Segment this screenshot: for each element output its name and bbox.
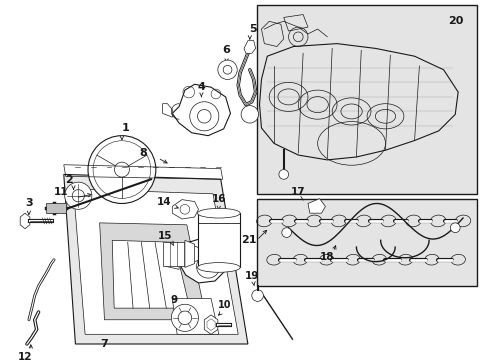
Circle shape [178, 311, 191, 325]
Text: 17: 17 [290, 187, 305, 197]
Text: 12: 12 [18, 352, 32, 360]
Circle shape [241, 105, 258, 123]
Circle shape [251, 290, 263, 301]
Polygon shape [46, 203, 65, 213]
Text: 8: 8 [139, 148, 147, 158]
Circle shape [171, 304, 198, 332]
Circle shape [223, 66, 231, 74]
Text: 16: 16 [211, 194, 225, 204]
Polygon shape [166, 254, 179, 269]
Polygon shape [244, 41, 255, 53]
Polygon shape [179, 238, 224, 283]
Circle shape [114, 162, 129, 177]
Ellipse shape [197, 208, 240, 218]
Polygon shape [163, 242, 184, 266]
Polygon shape [63, 175, 247, 344]
Text: 14: 14 [157, 197, 171, 207]
Circle shape [278, 170, 288, 179]
Polygon shape [100, 223, 206, 320]
Polygon shape [112, 240, 189, 308]
Polygon shape [184, 240, 194, 267]
Polygon shape [73, 189, 238, 334]
Polygon shape [163, 104, 172, 117]
Circle shape [72, 190, 84, 202]
Polygon shape [172, 84, 230, 136]
Text: 2: 2 [64, 175, 72, 185]
Polygon shape [307, 199, 325, 213]
Text: 7: 7 [101, 339, 108, 349]
Text: 9: 9 [170, 296, 178, 305]
Text: 11: 11 [54, 187, 68, 197]
Polygon shape [20, 213, 30, 229]
Text: 4: 4 [197, 82, 205, 92]
Circle shape [218, 60, 237, 80]
Polygon shape [204, 315, 218, 334]
Text: 15: 15 [158, 231, 172, 242]
Polygon shape [197, 213, 240, 267]
Text: 19: 19 [244, 271, 259, 281]
Polygon shape [172, 199, 198, 219]
Ellipse shape [197, 262, 240, 272]
Text: 18: 18 [320, 252, 334, 262]
Circle shape [281, 228, 291, 237]
Text: 5: 5 [248, 24, 256, 34]
Circle shape [64, 182, 92, 209]
Bar [256, 199, 476, 286]
Circle shape [449, 223, 459, 233]
Text: 6: 6 [222, 45, 230, 55]
Bar [256, 5, 476, 194]
Polygon shape [172, 298, 218, 334]
Text: 3: 3 [25, 198, 33, 208]
Text: 20: 20 [447, 16, 463, 26]
Text: 10: 10 [218, 300, 231, 310]
Circle shape [88, 136, 156, 203]
Text: 1: 1 [122, 123, 129, 133]
Text: 21: 21 [241, 235, 256, 245]
Text: 13: 13 [163, 247, 177, 257]
